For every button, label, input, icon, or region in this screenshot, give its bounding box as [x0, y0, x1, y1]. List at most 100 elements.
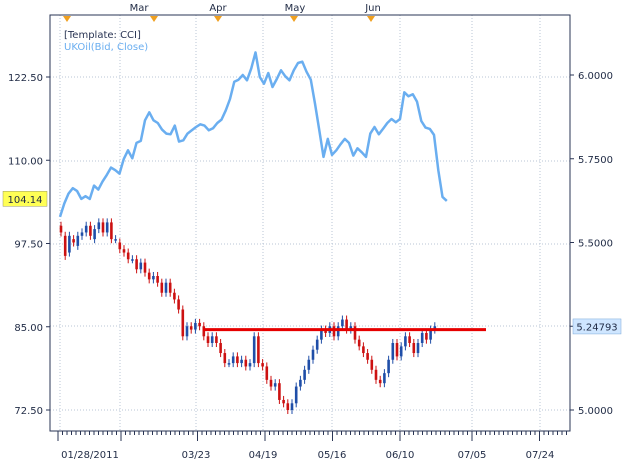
candle-body [387, 359, 390, 374]
ukoil-line-layer [58, 51, 448, 218]
top-month-label: May [285, 3, 306, 14]
legend: [Template: CCI] UKOil(Bid, Close) [64, 30, 148, 53]
candle-body [160, 282, 164, 293]
candle-body [206, 336, 210, 343]
candle-body [68, 235, 71, 253]
current-left-value: 104.14 [8, 195, 43, 206]
candle-body [408, 336, 411, 343]
candle-body [307, 359, 311, 370]
candle-body [189, 326, 193, 330]
candle-body [429, 329, 432, 340]
candle-body [416, 343, 420, 354]
candle-body [282, 399, 285, 404]
candle-body [110, 222, 113, 240]
x-tick-label: 05/16 [318, 450, 347, 461]
candle-body [412, 343, 416, 354]
candle-body [164, 282, 168, 293]
candle-body [156, 276, 159, 283]
candle-body [366, 353, 369, 360]
candle-body [257, 336, 260, 364]
candle-body [93, 229, 96, 240]
candle-body [315, 339, 319, 350]
candle-body [101, 222, 105, 233]
x-tick-label: 07/05 [458, 450, 487, 461]
candle-body [341, 319, 344, 327]
candle-body [181, 309, 185, 337]
current-left-value-bg [2, 191, 48, 207]
left-tick-label: 85.00 [14, 323, 43, 334]
left-tick-label: 72.50 [14, 406, 43, 417]
event-marker-icon [63, 16, 71, 22]
candle-body [231, 356, 235, 364]
candle-body [370, 359, 374, 370]
x-tick-label: 04/19 [249, 450, 278, 461]
candle-body [215, 336, 218, 343]
candle-body [84, 225, 88, 233]
candle-body [353, 326, 357, 340]
x-tick-label: 06/10 [386, 450, 415, 461]
candle-body [240, 359, 243, 364]
candle-body [76, 235, 80, 246]
candle-body [147, 272, 151, 280]
top-event-markers: Mar Apr May Jun [63, 3, 381, 22]
candle-body [324, 329, 327, 333]
event-marker-icon [290, 16, 298, 22]
ukoil-line [58, 51, 448, 218]
current-value-labels: 104.14 5.24793 [2, 191, 622, 335]
right-tick-label: 5.5000 [578, 239, 613, 250]
candle-body [63, 235, 67, 256]
candle-body [286, 403, 290, 410]
legend-ukoil: UKOil(Bid, Close) [64, 42, 148, 53]
candle-body [311, 349, 315, 360]
candle-body [105, 222, 109, 233]
candle-body [122, 249, 126, 253]
candle-body [320, 329, 323, 340]
candle-body [131, 259, 134, 261]
x-tick-label: 07/24 [526, 450, 555, 461]
candle-body [114, 239, 117, 241]
event-marker-icon [367, 16, 375, 22]
top-month-label: Jun [364, 3, 381, 14]
top-month-label: Apr [209, 3, 227, 14]
candle-body [227, 363, 231, 365]
candle-body [383, 373, 386, 384]
candle-body [278, 383, 281, 400]
candle-body [135, 259, 138, 270]
candle-body [290, 403, 294, 410]
right-tick-label: 5.7500 [578, 155, 613, 166]
candle-body [198, 322, 201, 327]
candle-body [80, 232, 84, 236]
candle-body [219, 343, 222, 354]
candle-body [244, 359, 248, 367]
candle-body [378, 379, 382, 384]
top-month-label: Mar [130, 3, 150, 14]
current-right-value-bg [572, 318, 622, 335]
current-right-value: 5.24793 [576, 322, 617, 333]
candle-body [173, 292, 176, 300]
event-marker-icon [150, 16, 158, 22]
left-tick-label: 122.50 [8, 73, 43, 84]
candle-body [357, 339, 361, 347]
candle-body [118, 242, 122, 250]
candle-body [236, 356, 239, 364]
right-tick-label: 5.0000 [578, 406, 613, 417]
candle-body [223, 353, 227, 364]
candle-body [404, 336, 407, 347]
candle-body [168, 282, 172, 293]
candle-body [273, 383, 277, 387]
candle-body [433, 326, 437, 330]
left-tick-label: 97.50 [14, 240, 43, 251]
candle-body [210, 336, 214, 343]
bottom-axis: 01/28/2011 03/23 04/19 05/16 06/10 07/05 07/24 [57, 431, 567, 461]
candle-body [399, 346, 403, 357]
x-tick-label: 01/28/2011 [61, 450, 119, 461]
candle-body [72, 239, 75, 243]
candle-body [420, 332, 424, 343]
candlestick-series [59, 218, 437, 415]
event-marker-icon [214, 16, 222, 22]
candle-body [332, 326, 336, 337]
x-tick-label: 03/23 [182, 450, 211, 461]
candle-body [139, 262, 143, 270]
candle-body [261, 363, 264, 367]
